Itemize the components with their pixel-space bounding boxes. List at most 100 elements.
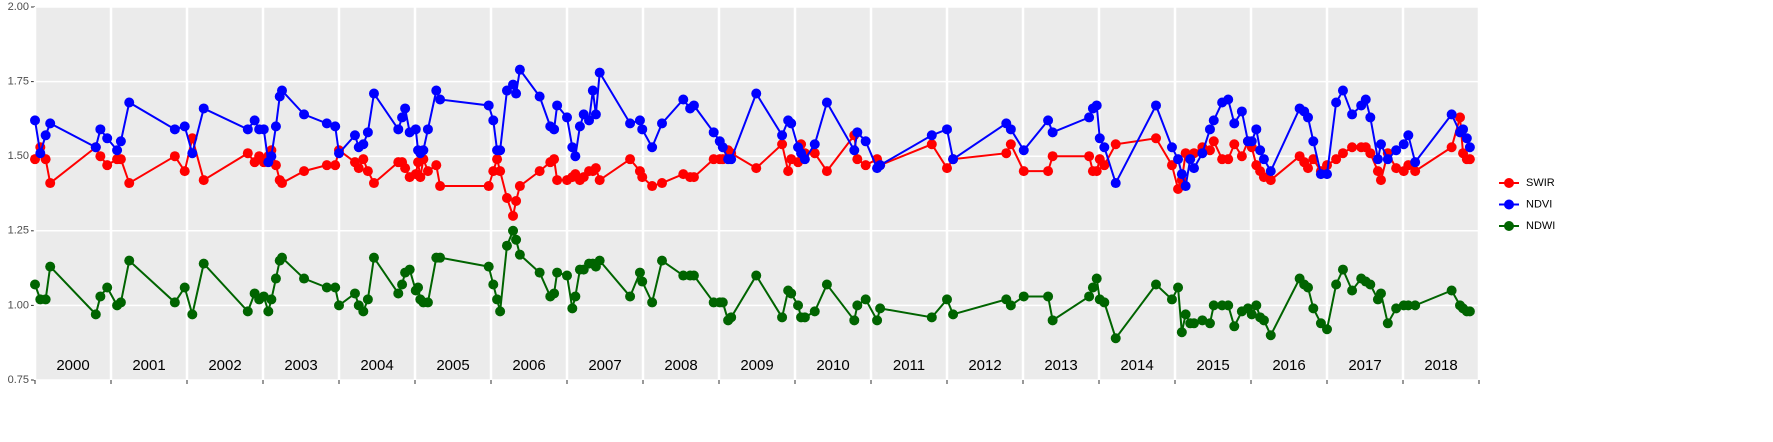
data-point — [397, 112, 408, 123]
data-point — [90, 309, 101, 320]
data-point — [1372, 166, 1383, 177]
data-point — [860, 136, 871, 147]
data-point — [590, 163, 601, 174]
data-point — [1185, 154, 1196, 165]
data-point — [1043, 115, 1054, 126]
data-point — [849, 145, 860, 156]
data-point — [1446, 109, 1457, 120]
data-point — [277, 252, 287, 263]
data-point — [717, 297, 728, 308]
data-point — [393, 124, 404, 135]
data-point — [678, 94, 689, 105]
data-point — [1236, 151, 1247, 162]
data-point — [570, 151, 581, 162]
data-point — [1464, 306, 1475, 317]
data-point — [362, 166, 373, 177]
data-point — [594, 175, 605, 186]
data-point — [1308, 136, 1319, 147]
data-point — [1365, 279, 1376, 290]
data-point — [1047, 151, 1058, 162]
year-label: 2006 — [512, 357, 545, 374]
data-point — [124, 97, 135, 108]
data-point — [1251, 124, 1262, 135]
data-point — [1382, 318, 1393, 329]
data-point — [1255, 145, 1266, 156]
data-point — [1303, 112, 1313, 123]
year-label: 2008 — [664, 357, 697, 374]
data-point — [334, 148, 344, 159]
data-point — [242, 148, 253, 159]
legend-key-point — [1504, 221, 1514, 231]
legend-key-point — [1504, 199, 1514, 210]
data-point — [594, 255, 605, 266]
data-point — [40, 130, 51, 141]
data-point — [777, 139, 788, 150]
data-point — [574, 121, 585, 132]
data-point — [40, 294, 51, 305]
data-point — [431, 160, 442, 171]
data-point — [567, 303, 578, 314]
data-point — [330, 121, 341, 132]
data-point — [1360, 94, 1371, 105]
data-point — [1176, 169, 1187, 180]
data-point — [1365, 112, 1376, 123]
year-label: 2004 — [360, 357, 393, 374]
data-point — [1410, 300, 1421, 311]
data-point — [942, 124, 952, 135]
year-label: 2011 — [893, 357, 925, 374]
year-label: 2016 — [1272, 357, 1305, 374]
data-point — [1246, 309, 1257, 320]
data-point — [1151, 133, 1161, 144]
data-point — [777, 312, 788, 323]
data-point — [1375, 175, 1386, 186]
data-point — [514, 64, 525, 75]
data-point — [266, 151, 277, 162]
data-point — [1347, 285, 1358, 296]
data-point — [358, 154, 369, 165]
data-point — [594, 67, 605, 78]
data-point — [1084, 291, 1095, 302]
data-point — [948, 309, 959, 320]
data-point — [1337, 264, 1348, 275]
data-point — [362, 127, 373, 138]
data-point — [321, 282, 332, 293]
data-point — [1047, 127, 1058, 138]
data-point — [678, 270, 689, 281]
data-point — [1331, 279, 1342, 290]
data-point — [1251, 300, 1262, 311]
data-point — [1110, 178, 1121, 189]
data-point — [353, 163, 364, 174]
data-point — [793, 300, 804, 311]
data-point — [169, 124, 180, 135]
data-point — [926, 130, 937, 141]
data-point — [1043, 166, 1054, 177]
data-point — [942, 163, 952, 174]
data-point — [45, 118, 56, 129]
data-point — [1018, 145, 1029, 156]
data-point — [514, 249, 525, 260]
data-point — [1099, 297, 1110, 308]
data-point — [258, 124, 269, 135]
data-point — [1347, 109, 1358, 120]
data-point — [534, 166, 545, 177]
data-point — [508, 225, 519, 236]
data-point — [511, 234, 522, 245]
data-point — [435, 181, 446, 192]
data-point — [570, 291, 581, 302]
data-point — [751, 88, 762, 99]
data-point — [400, 103, 411, 114]
data-point — [1331, 97, 1342, 108]
data-point — [1372, 154, 1383, 165]
data-point — [1084, 151, 1095, 162]
data-point — [495, 166, 506, 177]
year-label: 2000 — [56, 357, 89, 374]
data-point — [102, 133, 113, 144]
year-label: 2017 — [1348, 357, 1381, 374]
data-point — [634, 267, 645, 278]
year-label: 2005 — [436, 357, 469, 374]
data-point — [1229, 139, 1240, 150]
data-point — [590, 109, 601, 120]
data-point — [849, 315, 860, 326]
data-point — [488, 166, 499, 177]
data-point — [1322, 324, 1332, 335]
